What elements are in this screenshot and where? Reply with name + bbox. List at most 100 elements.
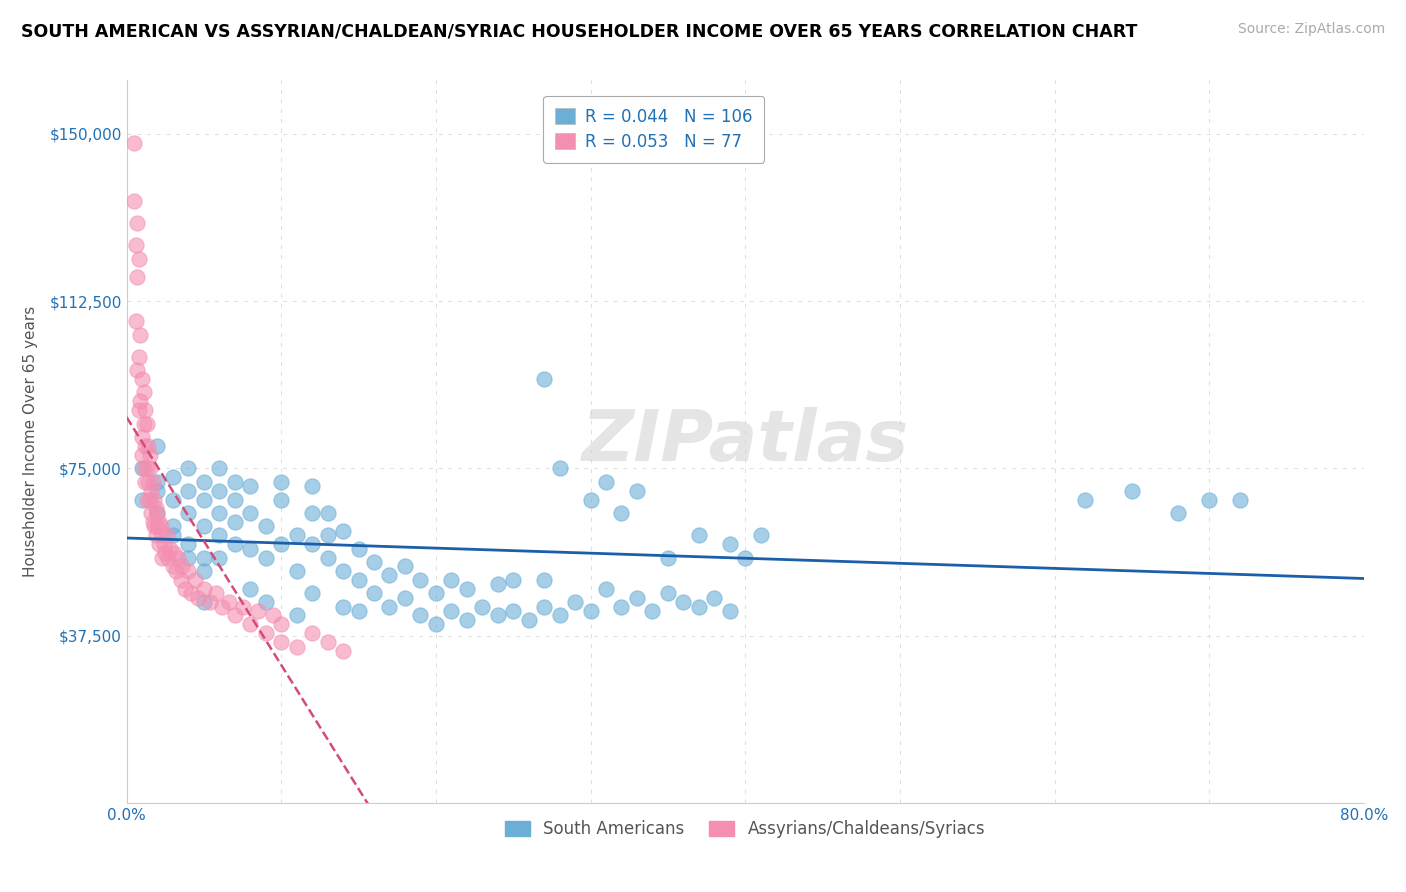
Point	[128, 350, 150, 364]
Point	[657, 586, 679, 600]
Point	[156, 528, 179, 542]
Point	[132, 417, 155, 431]
Point	[153, 546, 177, 560]
Point	[134, 439, 156, 453]
Point	[146, 475, 169, 489]
Point	[247, 604, 270, 618]
Point	[239, 506, 262, 520]
Point	[254, 595, 277, 609]
Point	[193, 519, 215, 533]
Point	[193, 492, 215, 507]
Point	[142, 475, 165, 489]
Point	[456, 582, 478, 596]
Point	[162, 528, 184, 542]
Point	[218, 595, 240, 609]
Point	[270, 475, 292, 489]
Point	[224, 475, 246, 489]
Point	[152, 537, 174, 551]
Point	[125, 314, 148, 328]
Point	[672, 595, 695, 609]
Point	[332, 644, 354, 658]
Point	[165, 564, 187, 578]
Point	[316, 635, 339, 649]
Point	[128, 252, 150, 266]
Point	[127, 269, 149, 284]
Point	[626, 591, 648, 605]
Point	[533, 573, 555, 587]
Point	[125, 238, 148, 252]
Point	[129, 327, 152, 342]
Point	[136, 439, 159, 453]
Point	[128, 403, 150, 417]
Point	[208, 483, 231, 498]
Point	[177, 461, 200, 475]
Point	[193, 595, 215, 609]
Point	[132, 385, 155, 400]
Point	[564, 595, 586, 609]
Point	[270, 635, 292, 649]
Point	[193, 550, 215, 565]
Point	[301, 506, 323, 520]
Point	[718, 537, 741, 551]
Point	[626, 483, 648, 498]
Point	[425, 617, 447, 632]
Point	[301, 626, 323, 640]
Point	[548, 461, 571, 475]
Point	[150, 528, 173, 542]
Point	[378, 568, 401, 582]
Point	[595, 475, 617, 489]
Y-axis label: Householder Income Over 65 years: Householder Income Over 65 years	[22, 306, 38, 577]
Point	[141, 483, 163, 498]
Point	[316, 506, 339, 520]
Point	[180, 586, 202, 600]
Point	[610, 599, 633, 614]
Point	[163, 546, 186, 560]
Point	[363, 555, 385, 569]
Point	[749, 528, 772, 542]
Point	[148, 515, 170, 529]
Point	[148, 537, 170, 551]
Point	[177, 506, 200, 520]
Point	[1074, 492, 1097, 507]
Point	[224, 515, 246, 529]
Legend: South Americans, Assyrians/Chaldeans/Syriacs: South Americans, Assyrians/Chaldeans/Syr…	[498, 814, 993, 845]
Point	[239, 541, 262, 556]
Point	[146, 483, 169, 498]
Point	[471, 599, 494, 614]
Point	[486, 577, 509, 591]
Point	[131, 430, 153, 444]
Point	[159, 541, 181, 556]
Point	[734, 550, 756, 565]
Point	[409, 573, 432, 587]
Point	[270, 537, 292, 551]
Point	[169, 573, 191, 587]
Point	[143, 519, 166, 533]
Point	[641, 604, 664, 618]
Point	[285, 640, 308, 654]
Text: Source: ZipAtlas.com: Source: ZipAtlas.com	[1237, 22, 1385, 37]
Point	[579, 492, 602, 507]
Point	[193, 475, 215, 489]
Point	[254, 519, 277, 533]
Point	[688, 528, 710, 542]
Point	[162, 519, 184, 533]
Point	[135, 417, 157, 431]
Point	[718, 604, 741, 618]
Point	[579, 604, 602, 618]
Point	[254, 550, 277, 565]
Point	[138, 461, 160, 475]
Point	[131, 492, 153, 507]
Point	[187, 591, 209, 605]
Point	[131, 461, 153, 475]
Point	[138, 492, 160, 507]
Point	[363, 586, 385, 600]
Point	[332, 524, 354, 538]
Point	[456, 613, 478, 627]
Point	[146, 506, 169, 520]
Text: SOUTH AMERICAN VS ASSYRIAN/CHALDEAN/SYRIAC HOUSEHOLDER INCOME OVER 65 YEARS CORR: SOUTH AMERICAN VS ASSYRIAN/CHALDEAN/SYRI…	[21, 22, 1137, 40]
Point	[316, 550, 339, 565]
Point	[1121, 483, 1143, 498]
Point	[347, 541, 370, 556]
Point	[124, 194, 146, 208]
Point	[136, 475, 159, 489]
